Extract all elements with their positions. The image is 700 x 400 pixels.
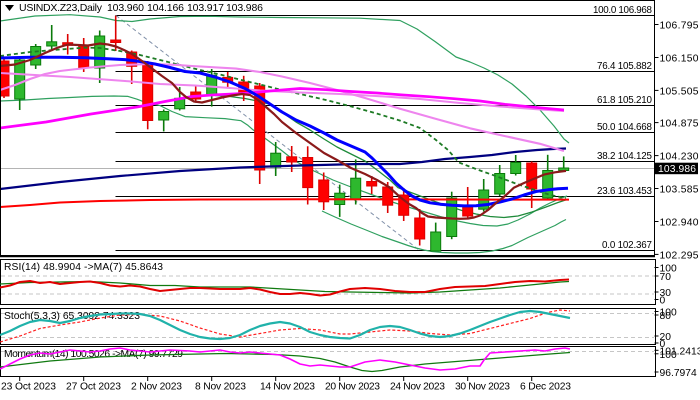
svg-text:100: 100 <box>660 264 677 275</box>
svg-text:0.0 102.367: 0.0 102.367 <box>602 240 652 251</box>
svg-text:106.795: 106.795 <box>660 21 699 32</box>
svg-text:100: 100 <box>660 350 677 361</box>
svg-text:102.295: 102.295 <box>660 250 699 261</box>
svg-text:23.6 103.453: 23.6 103.453 <box>597 186 653 197</box>
svg-text:106.150: 106.150 <box>660 54 699 65</box>
svg-text:70: 70 <box>660 272 672 283</box>
svg-text:100.0 106.968: 100.0 106.968 <box>593 5 653 16</box>
svg-text:20 Nov 2023: 20 Nov 2023 <box>325 382 380 393</box>
svg-text:30 Nov 2023: 30 Nov 2023 <box>455 382 510 393</box>
svg-text:103.986: 103.986 <box>658 164 696 175</box>
svg-text:8 Nov 2023: 8 Nov 2023 <box>195 382 246 393</box>
svg-text:101.2413: 101.2413 <box>660 346 700 357</box>
svg-text:2 Nov 2023: 2 Nov 2023 <box>131 382 182 393</box>
svg-text:100: 100 <box>660 308 677 319</box>
svg-text:103.917: 103.917 <box>187 2 224 14</box>
svg-text:27 Oct 2023: 27 Oct 2023 <box>66 382 121 393</box>
svg-text:30: 30 <box>660 288 672 299</box>
svg-text:38.2 104.125: 38.2 104.125 <box>597 151 653 162</box>
svg-text:Momentum(14) 100.5026 ->MA(7): Momentum(14) 100.5026 ->MA(7) 99.7729 <box>4 349 183 360</box>
svg-text:24 Nov 2023: 24 Nov 2023 <box>390 382 445 393</box>
svg-text:0: 0 <box>660 339 666 350</box>
svg-text:105.505: 105.505 <box>660 86 699 97</box>
svg-text:76.4 105.882: 76.4 105.882 <box>597 61 652 72</box>
svg-text:80: 80 <box>660 311 672 322</box>
svg-text:Stoch(5,3,3) 65.3092 74.3323: Stoch(5,3,3) 65.3092 74.3323 <box>4 311 140 322</box>
svg-text:61.8 105.210: 61.8 105.210 <box>597 95 653 106</box>
svg-text:103.960: 103.960 <box>107 2 144 14</box>
svg-text:96.7974: 96.7974 <box>660 368 697 379</box>
svg-text:50.0 104.668: 50.0 104.668 <box>597 122 653 133</box>
svg-text:6 Dec 2023: 6 Dec 2023 <box>520 382 571 393</box>
svg-text:104.230: 104.230 <box>660 152 699 163</box>
svg-text:RSI(14) 48.9904 ->MA(7) 45.86: RSI(14) 48.9904 ->MA(7) 45.8643 <box>4 262 163 273</box>
svg-text:102.940: 102.940 <box>660 218 699 229</box>
svg-text:14 Nov 2023: 14 Nov 2023 <box>260 382 315 393</box>
svg-text:103.986: 103.986 <box>226 2 263 14</box>
svg-text:0: 0 <box>660 296 666 307</box>
svg-text:23 Oct 2023: 23 Oct 2023 <box>1 382 56 393</box>
svg-text:104.166: 104.166 <box>147 2 184 14</box>
svg-text:104.875: 104.875 <box>660 119 699 130</box>
svg-text:20: 20 <box>660 332 672 343</box>
svg-text:USINDX.Z23,Daily: USINDX.Z23,Daily <box>19 2 103 14</box>
svg-text:103.585: 103.585 <box>660 185 699 196</box>
